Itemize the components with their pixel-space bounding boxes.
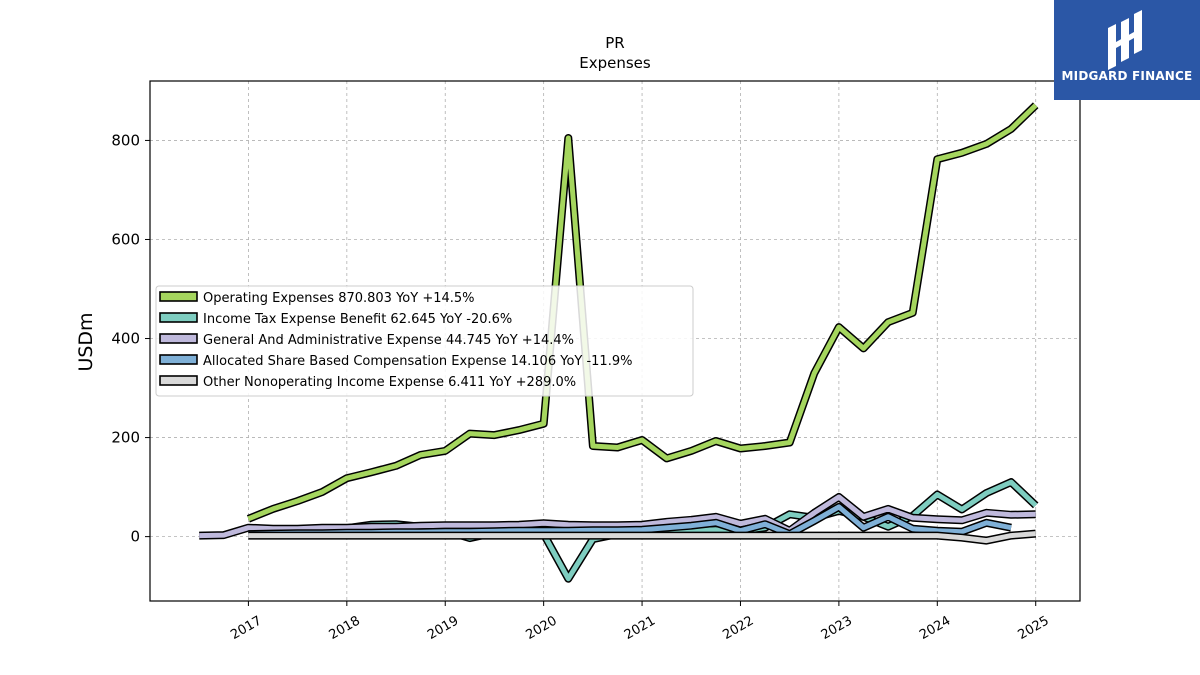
plot-frame xyxy=(149,80,1081,602)
x-tick-label: 2021 xyxy=(622,613,658,643)
x-tick-label: 2023 xyxy=(819,613,855,643)
x-tick-label: 2017 xyxy=(228,613,264,643)
legend-item: Other Nonoperating Income Expense 6.411 … xyxy=(159,375,576,390)
x-tick-label: 2018 xyxy=(327,613,363,643)
y-tick-label: 800 xyxy=(111,131,140,149)
y-tick-label: 400 xyxy=(111,330,140,348)
legend-box xyxy=(155,285,694,397)
series-line-fill xyxy=(247,103,1038,522)
y-axis-ticks: 0 200 400 600 800 xyxy=(111,131,150,546)
legend-label: Other Nonoperating Income Expense 6.411 … xyxy=(203,375,576,390)
series-layer xyxy=(199,102,1039,583)
x-tick-label: 2020 xyxy=(523,613,559,643)
chart-title: PR xyxy=(605,34,624,52)
x-tick-label: 2022 xyxy=(720,613,756,643)
brand-logo: MIDGARD FINANCE xyxy=(1054,0,1200,100)
x-axis-ticks: 2017 2018 2019 2020 2021 2022 2023 2024 2025 xyxy=(228,601,1052,643)
legend: Operating Expenses 870.803 YoY +14.5% Inc… xyxy=(155,285,694,397)
x-tick-label: 2025 xyxy=(1016,613,1052,643)
x-tick-label: 2019 xyxy=(425,613,461,643)
series-line xyxy=(199,493,1036,540)
legend-item: Operating Expenses 870.803 YoY +14.5% xyxy=(159,291,475,306)
series-line xyxy=(248,529,1037,545)
series-line-fill xyxy=(199,494,1036,539)
legend-label: General And Administrative Expense 44.74… xyxy=(203,333,574,348)
legend-item: Allocated Share Based Compensation Expen… xyxy=(159,354,632,369)
y-tick-label: 600 xyxy=(111,230,140,248)
y-axis-label: USDm xyxy=(75,312,97,371)
legend-swatch xyxy=(159,312,198,323)
legend-label: Operating Expenses 870.803 YoY +14.5% xyxy=(203,291,475,306)
legend-label: Income Tax Expense Benefit 62.645 YoY -2… xyxy=(203,312,512,327)
legend-label: Allocated Share Based Compensation Expen… xyxy=(203,354,632,369)
legend-swatch xyxy=(159,375,198,386)
series-line-fill xyxy=(248,531,1036,544)
legend-swatch xyxy=(159,291,198,302)
midgard-logo-icon xyxy=(1108,10,1142,70)
y-tick-label: 0 xyxy=(130,528,140,546)
y-tick-label: 200 xyxy=(111,429,140,447)
legend-swatch xyxy=(159,333,198,344)
legend-swatch xyxy=(159,354,198,365)
legend-item: General And Administrative Expense 44.74… xyxy=(159,333,574,348)
series-line xyxy=(246,102,1039,523)
brand-name: MIDGARD FINANCE xyxy=(1061,69,1193,83)
x-tick-label: 2024 xyxy=(917,613,953,643)
legend-item: Income Tax Expense Benefit 62.645 YoY -2… xyxy=(159,312,512,327)
chart-subtitle: Expenses xyxy=(579,54,651,72)
